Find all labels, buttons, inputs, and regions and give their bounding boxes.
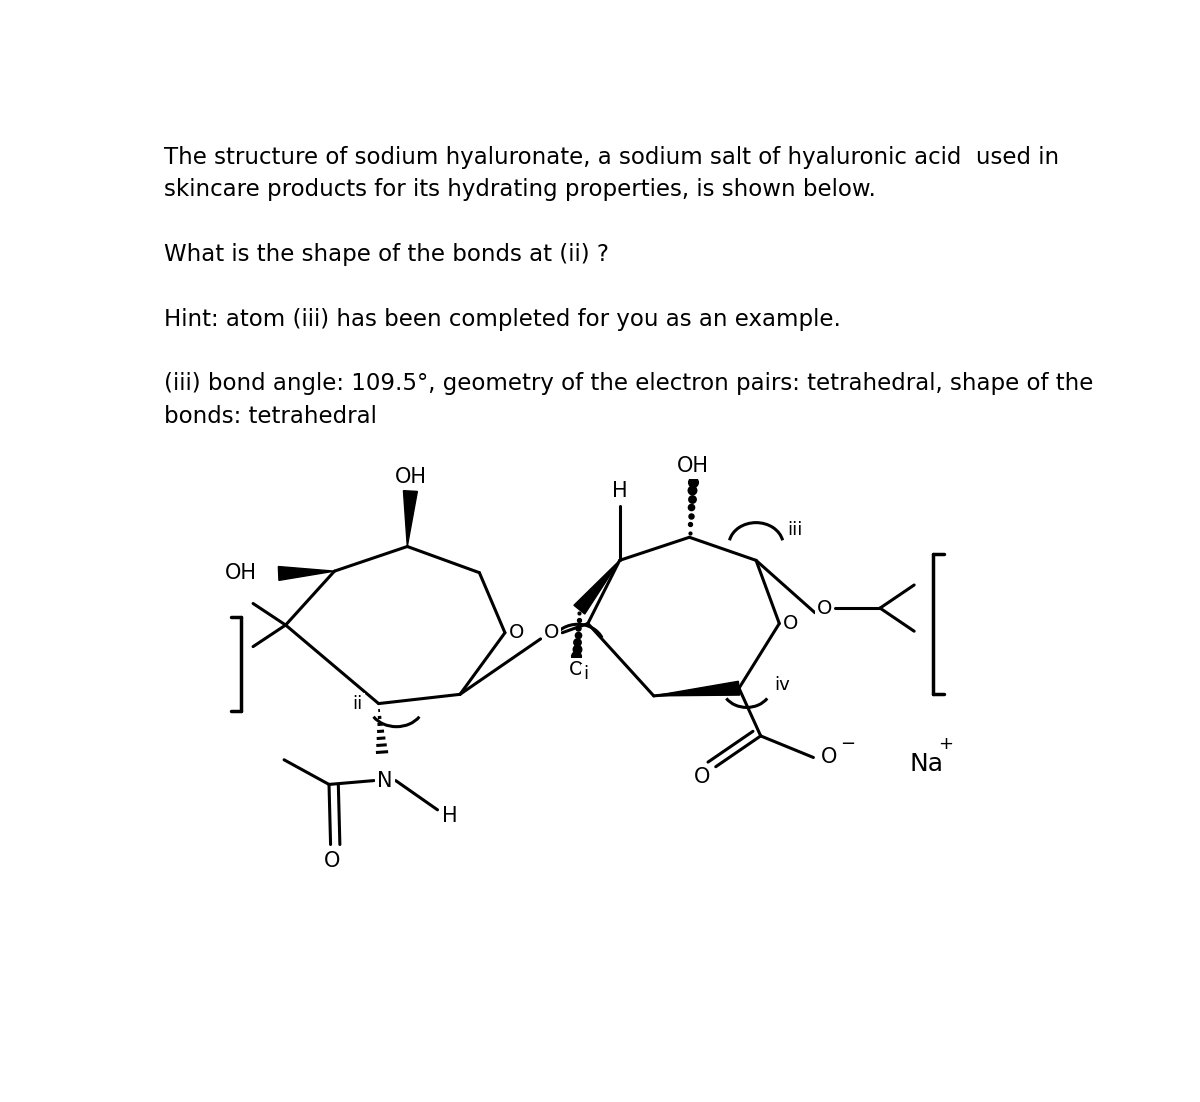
Text: O: O [784, 614, 799, 633]
Polygon shape [403, 490, 418, 547]
Text: O: O [569, 660, 584, 679]
Text: (iii) bond angle: 109.5°, geometry of the electron pairs: tetrahedral, shape of : (iii) bond angle: 109.5°, geometry of th… [164, 372, 1093, 396]
Text: Hint: atom (iii) has been completed for you as an example.: Hint: atom (iii) has been completed for … [164, 307, 841, 331]
Text: O: O [324, 852, 341, 872]
Text: ii: ii [353, 694, 362, 713]
Text: O: O [821, 747, 838, 767]
Text: bonds: tetrahedral: bonds: tetrahedral [164, 404, 377, 428]
Polygon shape [654, 681, 739, 695]
Text: OH: OH [224, 563, 257, 583]
Text: What is the shape of the bonds at (ii) ?: What is the shape of the bonds at (ii) ? [164, 244, 608, 266]
Text: Na: Na [910, 752, 943, 776]
Text: N: N [377, 770, 392, 790]
Text: O: O [816, 598, 832, 617]
Text: −: − [840, 735, 856, 753]
Text: iv: iv [774, 677, 791, 694]
Text: The structure of sodium hyaluronate, a sodium salt of hyaluronic acid  used in: The structure of sodium hyaluronate, a s… [164, 147, 1060, 169]
Text: O: O [694, 767, 710, 788]
Polygon shape [278, 566, 335, 581]
Text: i: i [583, 666, 588, 683]
Text: O: O [544, 624, 559, 642]
Text: +: + [937, 735, 953, 753]
Text: OH: OH [395, 467, 426, 487]
Text: iii: iii [787, 520, 803, 539]
Text: H: H [442, 806, 457, 826]
Text: O: O [509, 624, 524, 642]
Text: skincare products for its hydrating properties, is shown below.: skincare products for its hydrating prop… [164, 179, 876, 202]
Polygon shape [574, 560, 619, 614]
Text: H: H [612, 482, 628, 501]
Text: OH: OH [677, 456, 708, 476]
